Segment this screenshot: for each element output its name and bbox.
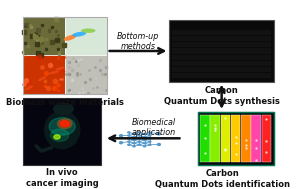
Circle shape xyxy=(127,134,131,137)
Circle shape xyxy=(157,133,160,135)
Bar xyxy=(210,115,220,162)
Circle shape xyxy=(60,121,69,127)
Bar xyxy=(172,73,271,78)
Circle shape xyxy=(119,135,122,137)
Ellipse shape xyxy=(49,71,59,74)
Circle shape xyxy=(148,143,152,146)
Circle shape xyxy=(127,137,131,140)
Text: Carbon: Carbon xyxy=(206,169,240,178)
Circle shape xyxy=(143,136,146,138)
Bar xyxy=(198,112,274,165)
Text: In vivo: In vivo xyxy=(46,168,78,177)
Text: Quantum Dots identification: Quantum Dots identification xyxy=(156,180,291,189)
Circle shape xyxy=(127,131,131,134)
Circle shape xyxy=(148,140,152,143)
Circle shape xyxy=(137,131,141,134)
Bar xyxy=(172,48,271,54)
Circle shape xyxy=(50,129,69,141)
Circle shape xyxy=(127,140,131,143)
Ellipse shape xyxy=(22,81,30,86)
Bar xyxy=(172,30,271,35)
Text: Bottom-up
methods: Bottom-up methods xyxy=(117,32,159,51)
Circle shape xyxy=(148,134,152,137)
Bar xyxy=(172,55,271,60)
Circle shape xyxy=(119,142,122,144)
Bar xyxy=(23,98,101,165)
Circle shape xyxy=(132,139,136,141)
Bar xyxy=(65,17,107,55)
Circle shape xyxy=(132,145,136,147)
Circle shape xyxy=(54,135,60,139)
Circle shape xyxy=(132,133,136,135)
Ellipse shape xyxy=(53,103,74,115)
Ellipse shape xyxy=(25,85,33,90)
Text: Quantum Dots synthesis: Quantum Dots synthesis xyxy=(164,97,280,106)
Bar xyxy=(172,61,271,66)
Bar xyxy=(231,115,240,162)
Text: Biomedical
application: Biomedical application xyxy=(131,118,176,137)
Circle shape xyxy=(137,134,141,137)
Bar xyxy=(198,112,274,165)
Circle shape xyxy=(143,139,146,141)
Ellipse shape xyxy=(38,76,46,81)
Ellipse shape xyxy=(72,32,86,37)
Circle shape xyxy=(137,143,141,146)
Circle shape xyxy=(143,133,146,135)
Circle shape xyxy=(127,143,131,146)
Bar xyxy=(23,17,107,94)
Bar xyxy=(241,115,251,162)
Circle shape xyxy=(148,131,152,134)
Bar xyxy=(200,115,210,162)
Bar xyxy=(65,55,107,94)
Circle shape xyxy=(143,145,146,147)
Ellipse shape xyxy=(81,29,96,33)
Text: cancer imaging: cancer imaging xyxy=(26,179,99,188)
Text: Biomass waste materials: Biomass waste materials xyxy=(6,98,124,107)
Bar xyxy=(172,36,271,41)
Bar xyxy=(172,42,271,47)
Bar xyxy=(169,20,274,82)
Circle shape xyxy=(157,143,160,146)
Bar xyxy=(252,115,261,162)
Circle shape xyxy=(137,137,141,140)
Circle shape xyxy=(143,142,146,144)
Bar xyxy=(172,67,271,72)
Ellipse shape xyxy=(63,35,77,41)
Bar xyxy=(221,115,230,162)
Ellipse shape xyxy=(55,67,65,71)
Ellipse shape xyxy=(44,111,80,149)
Circle shape xyxy=(49,118,75,135)
Bar xyxy=(23,17,65,55)
Circle shape xyxy=(132,142,136,144)
Circle shape xyxy=(58,119,72,129)
Circle shape xyxy=(132,136,136,138)
Circle shape xyxy=(137,140,141,143)
Circle shape xyxy=(148,137,152,140)
Bar xyxy=(262,115,271,162)
Text: Carbon: Carbon xyxy=(205,86,238,95)
Bar xyxy=(23,55,65,94)
